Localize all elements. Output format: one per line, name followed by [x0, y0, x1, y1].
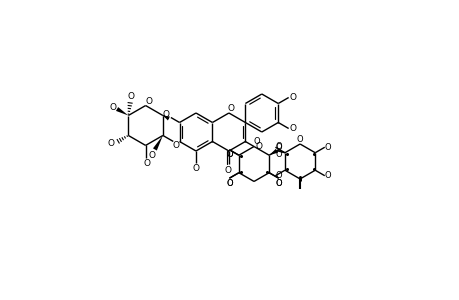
Polygon shape: [116, 107, 128, 116]
Text: O: O: [324, 143, 330, 152]
Polygon shape: [153, 136, 162, 151]
Text: O: O: [224, 166, 231, 175]
Polygon shape: [269, 149, 277, 155]
Text: O: O: [275, 150, 281, 159]
Text: O: O: [275, 142, 282, 151]
Text: O: O: [192, 164, 199, 172]
Text: O: O: [255, 142, 262, 151]
Text: O: O: [274, 143, 281, 152]
Text: O: O: [274, 171, 281, 180]
Text: O: O: [173, 141, 179, 150]
Text: O: O: [289, 93, 296, 102]
Text: O: O: [225, 150, 232, 159]
Text: O: O: [148, 151, 155, 160]
Text: O: O: [225, 179, 232, 188]
Text: O: O: [128, 92, 134, 101]
Text: O: O: [225, 179, 232, 188]
Text: O: O: [324, 171, 330, 180]
Text: O: O: [143, 159, 150, 168]
Text: O: O: [253, 137, 260, 146]
Text: O: O: [296, 134, 303, 143]
Text: O: O: [275, 179, 281, 188]
Text: O: O: [275, 179, 281, 188]
Text: O: O: [227, 103, 234, 112]
Text: O: O: [107, 140, 114, 148]
Text: O: O: [225, 150, 232, 159]
Polygon shape: [162, 116, 169, 121]
Text: O: O: [162, 110, 169, 119]
Text: O: O: [289, 124, 296, 133]
Text: O: O: [109, 103, 116, 112]
Text: O: O: [145, 97, 152, 106]
